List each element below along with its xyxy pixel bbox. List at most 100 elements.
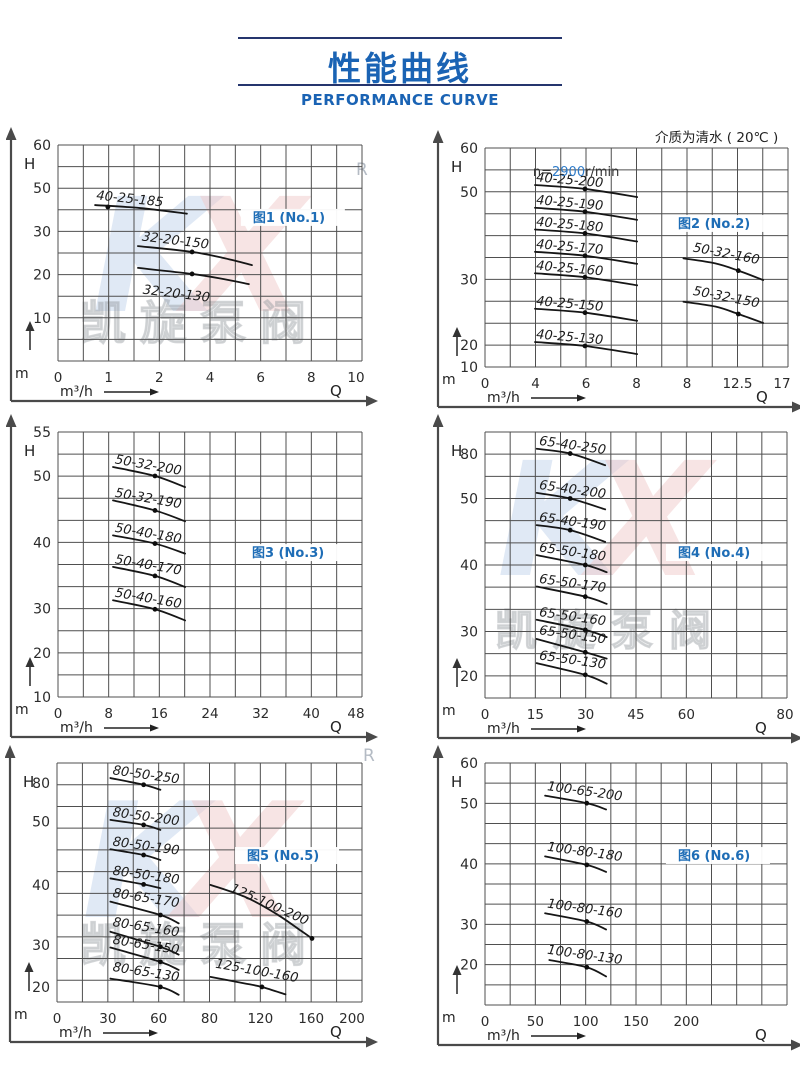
x-axis-arrow-icon bbox=[791, 732, 800, 744]
x-tick-label: 80 bbox=[201, 1011, 218, 1027]
figure-tag-band bbox=[239, 544, 344, 562]
y-axis-arrow-icon bbox=[433, 130, 444, 143]
curve-marker-dot-80-50-180 bbox=[141, 882, 147, 887]
curve-marker-dot-100-80-130 bbox=[584, 964, 590, 970]
y-axis-unit: m bbox=[15, 702, 29, 718]
x-axis-unit: m³/h bbox=[60, 720, 93, 736]
y-tick-label: 30 bbox=[460, 625, 478, 641]
y-axis-symbol: H bbox=[24, 442, 35, 460]
y-axis-unit: m bbox=[442, 1010, 456, 1026]
curve-label-40-25-170: 40-25-170 bbox=[536, 237, 604, 258]
x-tick-label: 8 bbox=[683, 376, 692, 392]
axes: Hm m³/h Q bbox=[433, 414, 800, 744]
x-tick-label: 8 bbox=[104, 706, 113, 722]
x-tick-label: 8 bbox=[632, 376, 641, 392]
figure-tag-band bbox=[240, 208, 345, 226]
y-tick-label: 20 bbox=[460, 958, 478, 974]
x-tick-label: 6 bbox=[582, 376, 591, 392]
x-axis-arrow-icon bbox=[792, 401, 800, 413]
curve-label-50-40-180: 50-40-180 bbox=[114, 521, 183, 547]
figure-tag-band bbox=[665, 544, 770, 562]
page-subtitle: PERFORMANCE CURVE bbox=[301, 91, 499, 109]
x-tick-label: 6 bbox=[256, 370, 265, 386]
x-tick-label: 17 bbox=[773, 376, 790, 392]
x-tick-label: 4 bbox=[206, 370, 215, 386]
y-axis-symbol: H bbox=[451, 442, 462, 460]
x-tick-label: 0 bbox=[54, 706, 63, 722]
curve-marker-dot-40-25-160 bbox=[582, 274, 588, 280]
curve-label-32-20-130: 32-20-130 bbox=[142, 283, 211, 306]
y-axis-symbol: H bbox=[24, 155, 35, 173]
y-tick-label: 20 bbox=[460, 338, 478, 354]
speed-note: n=2900r/min bbox=[533, 165, 619, 180]
axes: Hm m³/h Q bbox=[433, 130, 800, 413]
curve-label-50-32-160: 50-32-160 bbox=[692, 241, 761, 269]
curve-125-100-160 bbox=[209, 976, 287, 996]
grid bbox=[484, 431, 788, 699]
head-unit-arrow-icon bbox=[25, 657, 35, 667]
header-rule-bottom bbox=[238, 84, 562, 86]
curve-label-65-50-130: 65-50-130 bbox=[538, 649, 607, 673]
y-tick-label: 30 bbox=[460, 272, 478, 288]
pump-curve-chart-3: 50-32-20050-32-19050-40-18050-40-17050-4… bbox=[6, 414, 378, 743]
y-tick-label: 80 bbox=[32, 776, 50, 792]
y-tick-label: 50 bbox=[33, 181, 51, 197]
x-axis-unit: m³/h bbox=[60, 384, 93, 400]
x-tick-label: 0 bbox=[481, 376, 490, 392]
y-tick-label: 50 bbox=[32, 815, 50, 831]
y-tick-label: 10 bbox=[33, 311, 51, 327]
flow-unit-arrow-icon bbox=[577, 1032, 586, 1040]
curve-label-40-25-180: 40-25-180 bbox=[536, 215, 604, 236]
curve-marker-dot-50-32-190 bbox=[152, 508, 158, 513]
medium-condition-note: 介质为清水 ( 20℃ ) bbox=[655, 130, 779, 146]
pump-curve-chart-2: 40-25-20040-25-19040-25-18040-25-17040-2… bbox=[433, 130, 800, 413]
curve-50-32-160 bbox=[682, 257, 765, 281]
curve-50-32-150 bbox=[682, 300, 765, 324]
curve-marker-dot-80-65-150 bbox=[157, 959, 163, 965]
watermark-brand-text: 凯旋泵阀 bbox=[494, 606, 728, 655]
y-tick-label: 50 bbox=[460, 492, 478, 508]
figure-tag: 图1 (No.1) bbox=[253, 211, 325, 226]
watermark-brand-text: 凯旋泵阀 bbox=[79, 918, 320, 972]
curve-label-80-65-130: 80-65-130 bbox=[112, 960, 181, 985]
curve-marker-dot-80-65-170 bbox=[157, 912, 163, 918]
curve-marker-dot-40-25-200 bbox=[582, 186, 588, 192]
x-tick-label: 0 bbox=[53, 1011, 62, 1027]
figure-tag-band bbox=[665, 847, 770, 865]
axes: Hm m³/h Q bbox=[433, 745, 800, 1051]
flow-unit-arrow-icon bbox=[150, 388, 159, 396]
flow-unit-arrow-icon bbox=[150, 724, 159, 732]
curve-label-125-100-160: 125-100-160 bbox=[214, 957, 299, 986]
x-tick-label: 45 bbox=[627, 707, 644, 723]
y-tick-label: 30 bbox=[33, 602, 51, 618]
grid bbox=[484, 147, 789, 368]
curve-marker-dot-40-25-185 bbox=[105, 204, 111, 210]
grid bbox=[57, 144, 363, 362]
curve-marker-dot-80-65-130 bbox=[157, 984, 163, 990]
pump-curve-chart-4: 65-40-25065-40-20065-40-19065-50-18065-5… bbox=[433, 414, 800, 744]
y-tick-label: 50 bbox=[460, 796, 478, 812]
curve-label-80-65-170: 80-65-170 bbox=[112, 886, 181, 911]
x-tick-label: 2 bbox=[155, 370, 164, 386]
curve-marker-dot-40-25-180 bbox=[582, 231, 588, 236]
curve-label-50-32-150: 50-32-150 bbox=[692, 284, 761, 312]
x-tick-label: 0 bbox=[54, 370, 63, 386]
y-tick-label: 60 bbox=[33, 138, 51, 154]
curve-marker-dot-65-50-150 bbox=[582, 649, 588, 655]
y-tick-label: 55 bbox=[33, 425, 51, 441]
head-unit-arrow-icon bbox=[452, 658, 462, 668]
curve-marker-dot-50-40-180 bbox=[152, 541, 158, 546]
curve-marker-dot-80-50-200 bbox=[141, 822, 147, 828]
pump-curve-chart-6: 100-65-200100-80-180100-80-160100-80-130… bbox=[433, 745, 800, 1051]
y-tick-label: 40 bbox=[32, 878, 50, 894]
flow-unit-arrow-icon bbox=[149, 1029, 158, 1037]
x-tick-label: 100 bbox=[573, 1014, 599, 1030]
y-tick-label: 20 bbox=[33, 646, 51, 662]
y-tick-label: 20 bbox=[460, 669, 478, 685]
curve-marker-dot-40-25-170 bbox=[582, 253, 588, 259]
y-tick-label: 10 bbox=[33, 690, 51, 706]
x-tick-label: 10 bbox=[347, 370, 364, 386]
curve-marker-dot-80-50-250 bbox=[141, 782, 147, 788]
x-tick-label: 15 bbox=[527, 707, 544, 723]
